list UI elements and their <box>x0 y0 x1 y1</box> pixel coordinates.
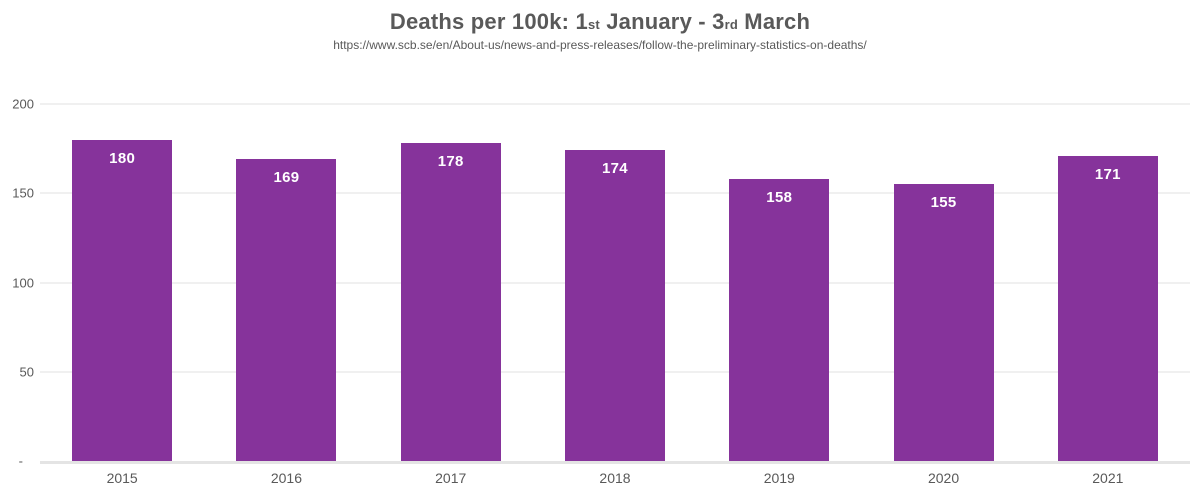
bar-2015: 180 <box>72 139 173 461</box>
x-axis-label: 2020 <box>927 470 960 486</box>
chart-title-ordinal-rd: rd <box>724 17 738 32</box>
bars: 180 2015 169 2016 178 2017 174 2018 158 2019 155 20… <box>40 104 1190 486</box>
bar-2020: 155 <box>893 184 994 461</box>
bar-2021: 171 <box>1057 155 1158 461</box>
x-axis-label: 2021 <box>1092 470 1124 486</box>
bar-2017: 178 <box>400 143 501 461</box>
bar-slot: 178 2017 <box>369 104 533 486</box>
chart-title-middle: January - 3 <box>599 9 725 34</box>
chart-title-suffix: March <box>738 9 811 34</box>
x-axis-label: 2017 <box>435 470 467 486</box>
x-axis-label: 2016 <box>270 470 302 486</box>
bar-2018: 174 <box>564 150 665 461</box>
y-tick-label-zero: - <box>18 453 23 469</box>
bar-value-label: 174 <box>602 160 628 178</box>
chart-subtitle-url: https://www.scb.se/en/About-us/news-and-… <box>333 38 867 52</box>
x-axis-label: 2019 <box>763 470 795 486</box>
chart-title: Deaths per 100k: 1st January - 3rd March <box>0 9 1200 35</box>
y-tick-label: 100 <box>12 275 34 290</box>
bar-slot: 180 2015 <box>40 104 204 486</box>
bar-value-label: 169 <box>273 169 300 187</box>
y-tick-label: 150 <box>12 185 34 201</box>
x-axis-label: 2015 <box>106 470 138 486</box>
y-tick-label: 200 <box>12 96 34 112</box>
bar-2019: 158 <box>729 178 830 461</box>
x-axis-label: 2018 <box>599 470 631 486</box>
bar-value-label: 180 <box>109 149 136 167</box>
bar-slot: 171 2021 <box>1026 104 1190 486</box>
bar-value-label: 158 <box>766 188 793 206</box>
bar-value-label: 155 <box>930 194 957 212</box>
bar-slot: 158 2019 <box>697 104 861 486</box>
y-tick-label: 50 <box>19 364 34 380</box>
gridline <box>40 103 1190 105</box>
bar-2016: 169 <box>236 159 337 461</box>
bar-value-label: 171 <box>1094 165 1121 183</box>
bar-slot: 174 2018 <box>533 104 697 486</box>
bar-value-label: 178 <box>437 153 464 171</box>
chart-title-prefix: Deaths per 100k: 1 <box>389 9 588 34</box>
y-axis-labels: 200 150 100 50 - <box>0 97 34 469</box>
plot-area: 180 2015 169 2016 178 2017 174 2018 158 2019 155 20… <box>40 103 1190 486</box>
bar-slot: 155 2020 <box>861 104 1025 486</box>
chart-title-ordinal-st: st <box>587 17 600 32</box>
bar-slot: 169 2016 <box>204 104 368 486</box>
